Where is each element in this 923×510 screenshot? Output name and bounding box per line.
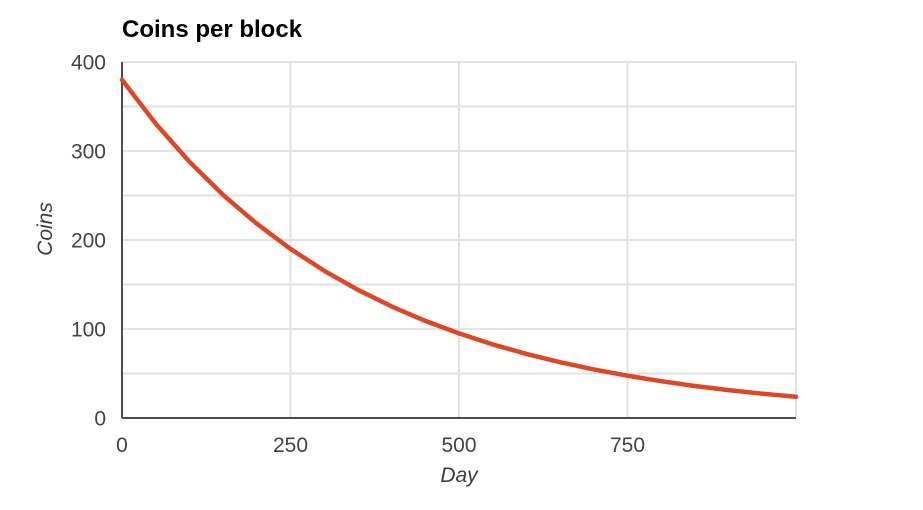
y-tick-label: 0 — [94, 408, 106, 431]
y-axis-title: Coins — [34, 202, 57, 256]
x-tick-label: 250 — [273, 434, 308, 457]
y-tick-label: 400 — [71, 52, 106, 75]
y-tick-label: 200 — [71, 230, 106, 253]
y-tick-label: 300 — [71, 141, 106, 164]
x-tick-label: 500 — [441, 434, 476, 457]
x-axis-title: Day — [440, 464, 478, 487]
chart-title: Coins per block — [122, 16, 303, 43]
x-tick-label: 750 — [610, 434, 645, 457]
series-line — [119, 77, 799, 400]
y-tick-label: 100 — [71, 319, 106, 342]
x-tick-label: 0 — [116, 434, 128, 457]
